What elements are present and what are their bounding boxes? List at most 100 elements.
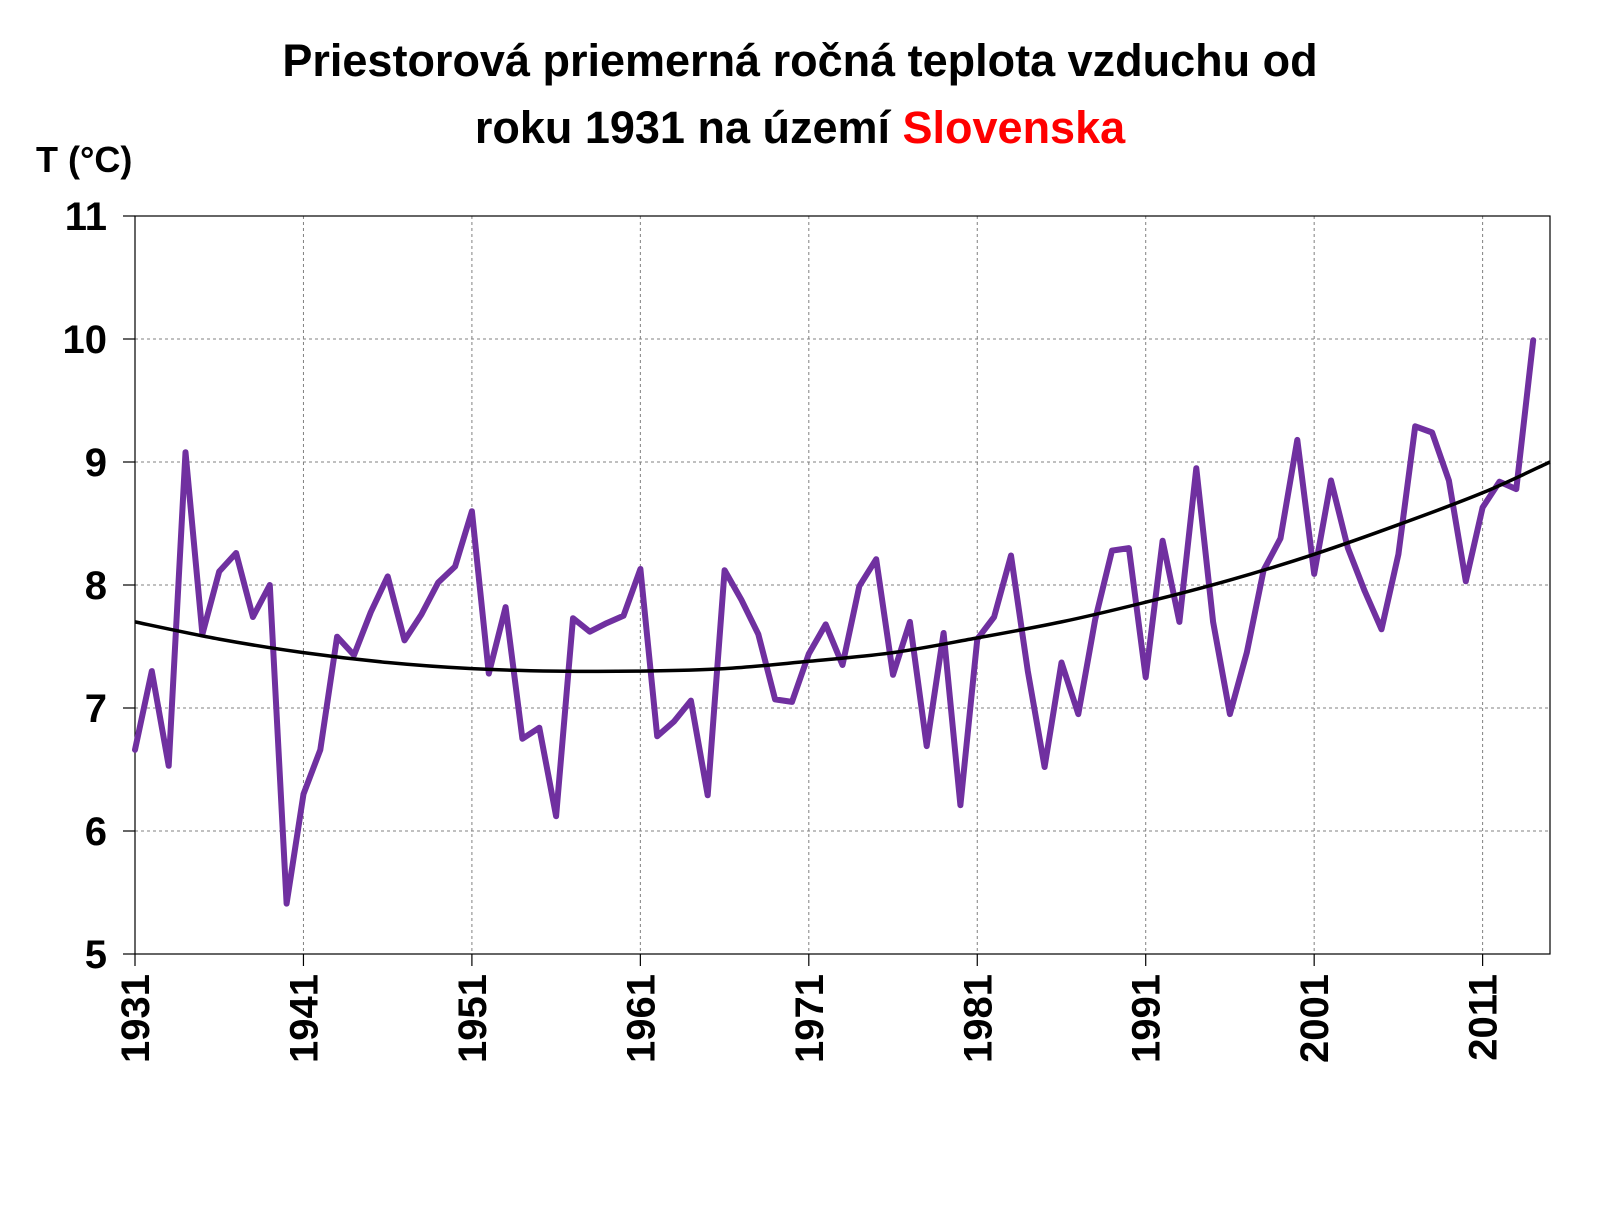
annual-temperature-point	[386, 574, 390, 578]
annual-temperature-point	[925, 744, 929, 748]
annual-temperature-point	[1514, 487, 1518, 491]
axis-layer: 5 6 7 8 9 10 11 1931 1941 1951 1961 1971 1981 1991 200…	[63, 195, 1506, 1063]
annual-temperature-point	[504, 605, 508, 609]
annual-temperature-point	[672, 720, 676, 723]
annual-temperature-point	[773, 697, 777, 701]
chart-title-line1: Priestorová priemerná ročná teplota vzdu…	[282, 35, 1317, 86]
annual-temperature-point	[1447, 479, 1451, 482]
annual-temperature-point	[1396, 552, 1400, 556]
x-tick-label: 1991	[1125, 974, 1169, 1063]
y-tick-label: 9	[85, 441, 107, 485]
annual-temperature-point	[1481, 506, 1485, 509]
annual-temperature-point	[1043, 765, 1047, 769]
y-tick-label: 8	[85, 564, 107, 608]
annual-temperature-line	[132, 337, 1537, 907]
trend-line	[134, 460, 1551, 674]
annual-temperature-point	[605, 621, 609, 625]
annual-temperature-point	[302, 792, 305, 796]
annual-temperature-point	[1380, 627, 1383, 631]
y-tick-label: 5	[85, 933, 107, 977]
x-tick-label: 1981	[956, 974, 1000, 1063]
annual-temperature-point	[217, 570, 221, 573]
annual-temperature-point	[520, 737, 524, 741]
annual-temperature-point	[419, 613, 423, 616]
annual-temperature-point	[318, 748, 322, 752]
annual-temperature-point	[150, 669, 154, 673]
annual-temperature-point	[689, 699, 693, 703]
x-tick-label: 1961	[619, 974, 663, 1063]
annual-temperature-point	[251, 615, 255, 619]
x-tick-label: 1931	[114, 974, 158, 1063]
x-tick-label: 2001	[1293, 974, 1337, 1063]
annual-temperature-point	[790, 700, 794, 704]
annual-temperature-point	[824, 622, 828, 626]
annual-temperature-point	[1279, 536, 1282, 540]
annual-temperature-point	[638, 567, 642, 571]
annual-temperature-point	[807, 652, 811, 656]
annual-temperature-point	[857, 584, 861, 588]
chart-title-line2: roku 1931 na území Slovenska	[475, 102, 1126, 153]
annual-temperature-point	[470, 509, 474, 513]
annual-temperature-point	[1245, 651, 1249, 655]
annual-temperature-point	[655, 734, 659, 738]
y-tick-label: 10	[63, 318, 108, 362]
annual-temperature-point	[874, 557, 878, 561]
annual-temperature-point	[285, 902, 289, 906]
annual-temperature-point	[369, 610, 373, 614]
annual-temperature-point	[1346, 546, 1350, 550]
annual-temperature-point	[588, 630, 592, 634]
annual-temperature-point	[992, 615, 996, 619]
annual-temperature-point	[1060, 661, 1063, 664]
annual-temperature-point	[841, 663, 844, 667]
y-tick-label: 6	[85, 810, 107, 854]
annual-temperature-point	[1228, 712, 1232, 716]
annual-temperature-point	[891, 673, 895, 677]
annual-temperature-point	[234, 551, 238, 555]
annual-temperature-point	[1161, 539, 1165, 543]
annual-temperature-point	[1363, 589, 1367, 593]
chart-title-line2-prefix: roku 1931 na území	[475, 102, 903, 153]
annual-temperature-point	[1464, 579, 1468, 583]
annual-temperature-point	[352, 653, 356, 657]
x-tick-label: 1941	[282, 974, 326, 1063]
annual-temperature-point	[622, 614, 625, 618]
annual-temperature-point	[1093, 617, 1097, 621]
x-tick-label: 2011	[1462, 974, 1506, 1061]
annual-temperature-point	[908, 620, 912, 624]
y-axis-label: T (°C)	[36, 139, 132, 180]
annual-temperature-point	[1110, 549, 1114, 553]
annual-temperature-point	[554, 814, 558, 818]
annual-temperature-point	[335, 635, 339, 639]
annual-temperature-point	[1194, 466, 1198, 470]
annual-temperature-point	[571, 616, 575, 620]
annual-temperature-point	[1026, 669, 1030, 673]
annual-temperature-point	[1009, 554, 1013, 557]
annual-temperature-point	[1413, 424, 1417, 428]
annual-temperature-point	[184, 450, 187, 454]
chart-title-highlight: Slovenska	[903, 102, 1127, 153]
annual-temperature-point	[756, 632, 760, 636]
y-tick-label: 11	[65, 195, 107, 239]
series-layer	[132, 337, 1551, 907]
annual-temperature-point	[403, 638, 406, 642]
annual-temperature-point	[723, 568, 727, 572]
annual-temperature-point	[1177, 620, 1181, 624]
x-tick-label: 1951	[451, 974, 495, 1063]
x-tick-label: 1971	[788, 974, 832, 1063]
annual-temperature-point	[942, 631, 946, 635]
annual-temperature-point	[706, 793, 710, 797]
annual-temperature-point	[453, 565, 457, 568]
annual-temperature-point	[1144, 675, 1148, 679]
annual-temperature-point	[1430, 431, 1434, 434]
annual-temperature-point	[268, 583, 272, 587]
annual-temperature-point	[1531, 338, 1535, 342]
annual-temperature-point	[1295, 438, 1299, 442]
annual-temperature-point	[1312, 572, 1316, 576]
annual-temperature-point	[487, 672, 491, 676]
annual-temperature-point	[739, 598, 743, 602]
annual-temperature-point	[1211, 620, 1215, 624]
annual-temperature-point	[537, 726, 541, 730]
annual-temperature-point	[958, 803, 962, 807]
